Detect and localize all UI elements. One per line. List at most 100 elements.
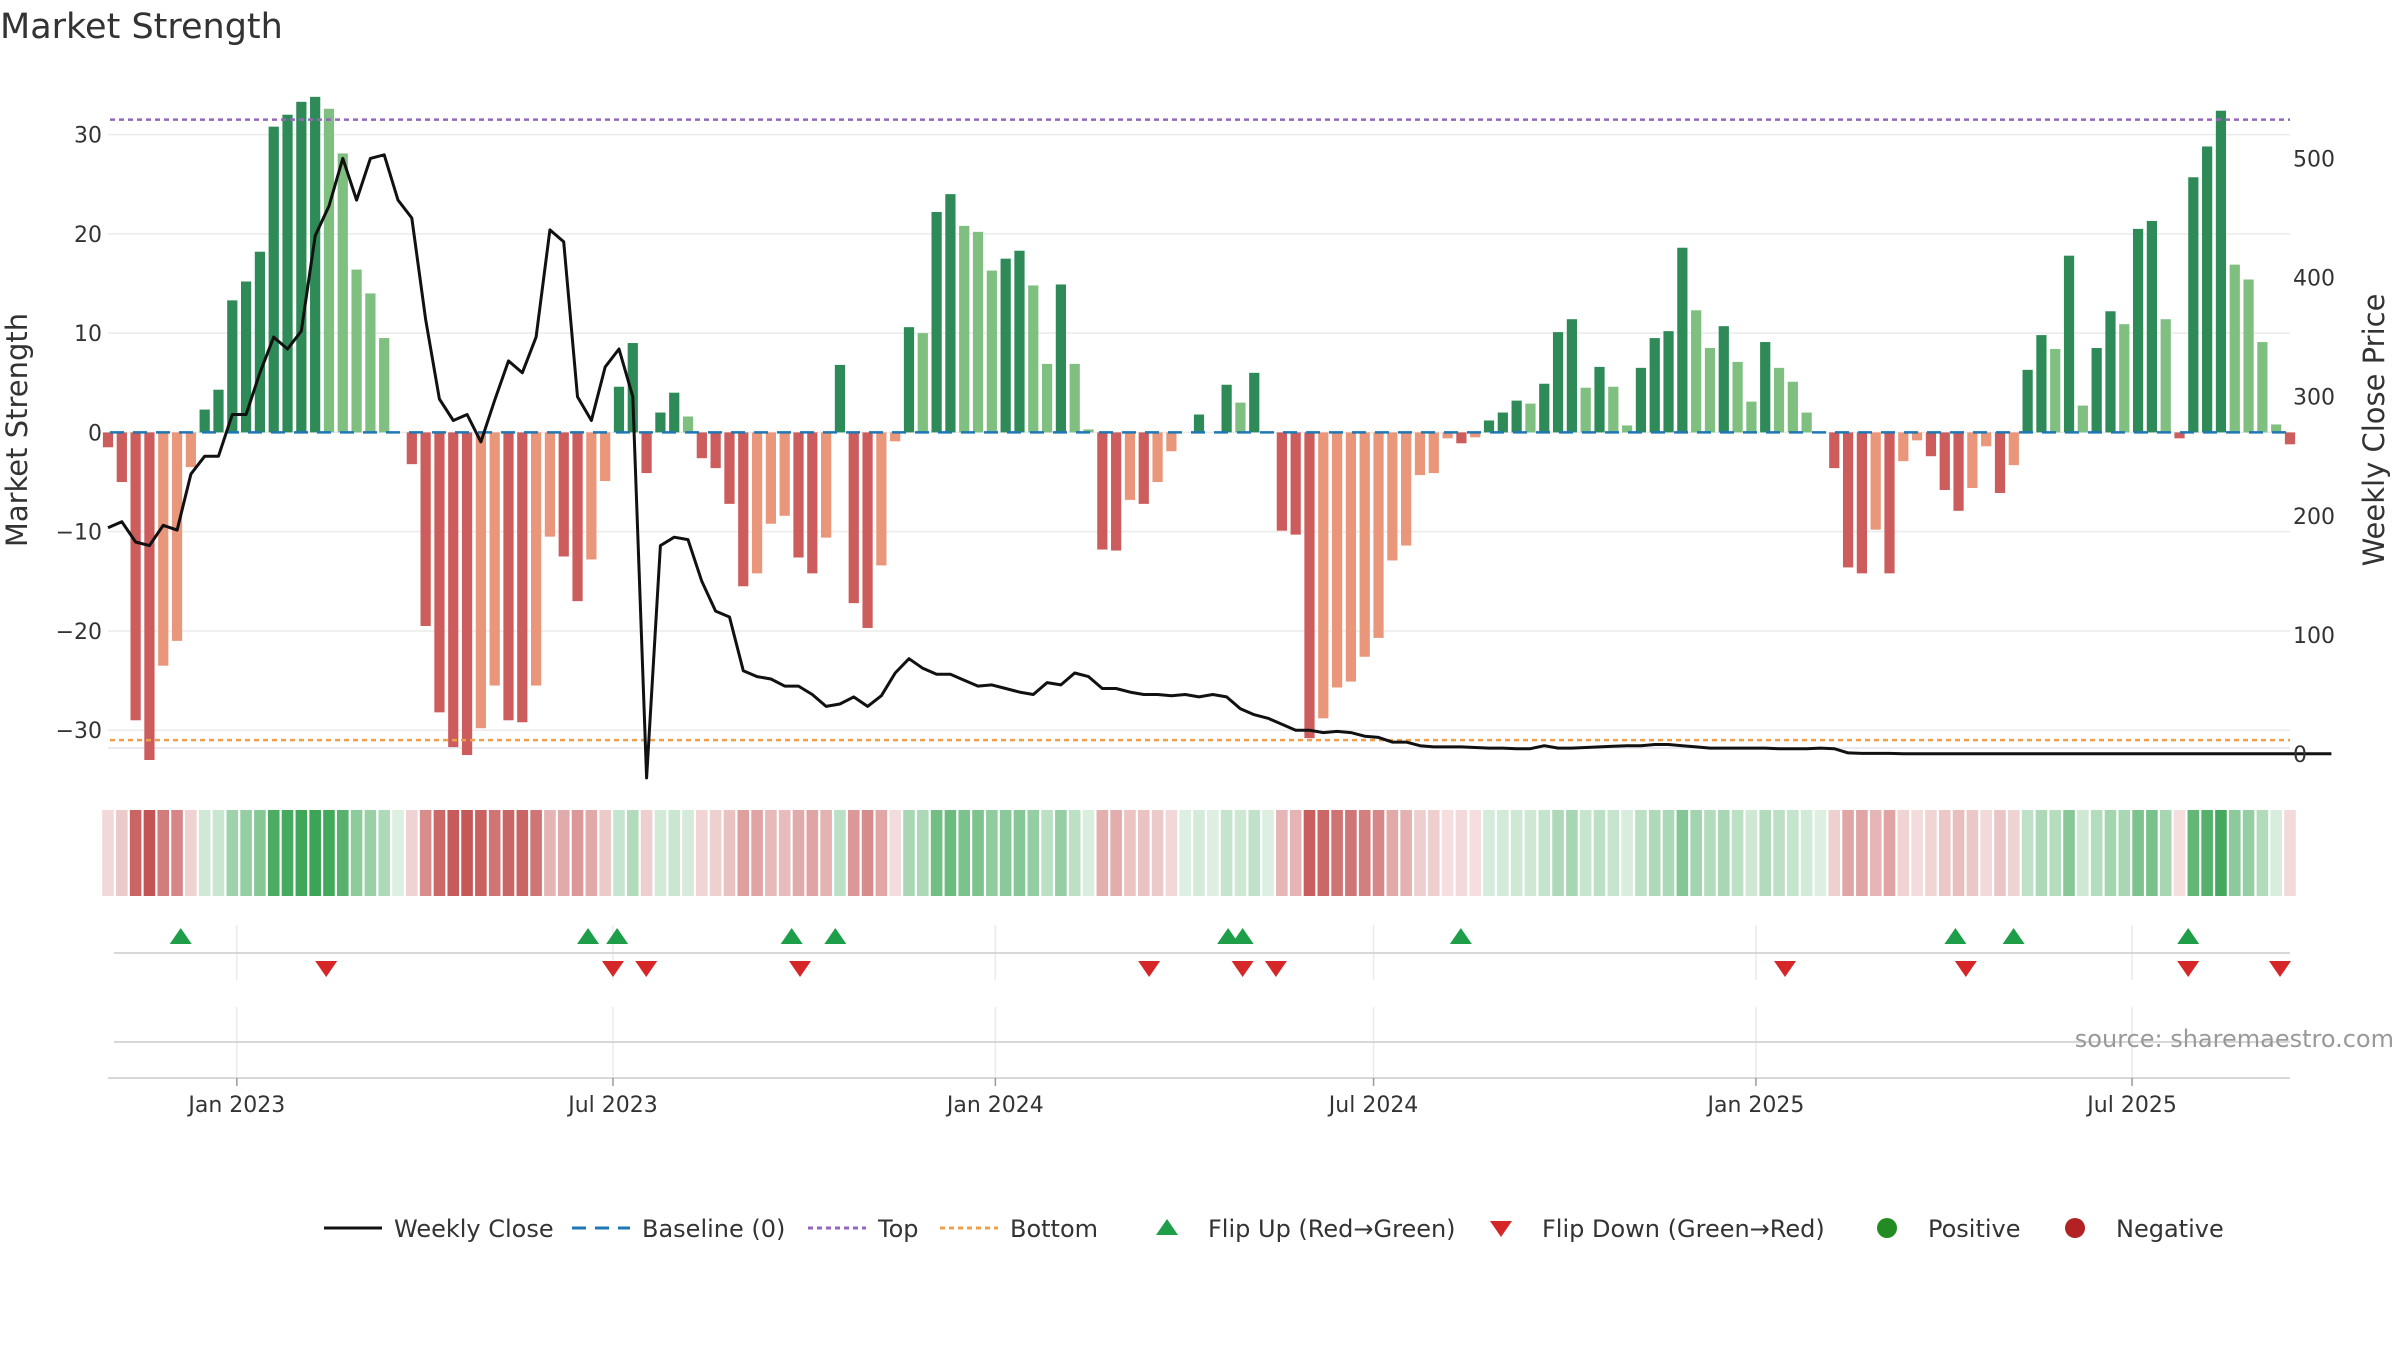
heat-cell bbox=[1745, 810, 1758, 896]
heat-cell bbox=[944, 810, 957, 896]
heat-cell bbox=[461, 810, 473, 896]
strength-bar bbox=[130, 432, 141, 721]
legend-entry: Bottom bbox=[940, 1215, 1098, 1243]
left-tick-label: 0 bbox=[88, 421, 102, 446]
heat-cell bbox=[1994, 810, 2006, 896]
legend-negative-swatch bbox=[2065, 1218, 2085, 1238]
heat-cell bbox=[1856, 810, 1868, 896]
strength-bar bbox=[2050, 349, 2061, 433]
strength-bar bbox=[2008, 432, 2019, 466]
flip-up-marker bbox=[606, 928, 629, 944]
heat-cell bbox=[1966, 810, 1979, 896]
strength-bar bbox=[986, 270, 997, 433]
strength-bar bbox=[2022, 369, 2033, 433]
strength-bar bbox=[669, 392, 680, 433]
strength-bar bbox=[268, 126, 279, 433]
strength-bar bbox=[1152, 432, 1163, 483]
heat-cell bbox=[889, 810, 901, 896]
heat-cell bbox=[1731, 810, 1744, 896]
heat-cell bbox=[1938, 810, 1951, 896]
legend-label: Bottom bbox=[1010, 1215, 1098, 1243]
strength-bar bbox=[1663, 331, 1674, 433]
strength-bar bbox=[1594, 366, 1605, 433]
heat-cell bbox=[2228, 810, 2241, 896]
heat-cell bbox=[1566, 810, 1578, 896]
right-axis: Weekly Close Price 0 100 200 300 400 500 bbox=[2293, 147, 2391, 768]
heat-cell bbox=[1952, 810, 1965, 896]
heat-cell bbox=[2077, 810, 2089, 896]
strength-bar bbox=[2132, 228, 2144, 433]
strength-bar bbox=[1345, 432, 1357, 682]
strength-bar bbox=[1704, 348, 1716, 433]
strength-bar bbox=[434, 432, 445, 713]
heat-cell bbox=[1193, 810, 1205, 896]
strength-bar bbox=[2215, 110, 2227, 433]
heat-cell bbox=[157, 810, 170, 896]
strength-bar bbox=[1097, 432, 1108, 550]
strength-bar bbox=[1760, 342, 1771, 433]
legend-flip-up-swatch bbox=[1156, 1219, 1178, 1235]
strength-bar bbox=[627, 343, 638, 433]
strength-bar bbox=[751, 432, 763, 574]
legend-entry: Positive bbox=[1877, 1215, 2021, 1243]
strength-bar bbox=[2105, 311, 2116, 433]
strength-bar bbox=[2243, 279, 2254, 433]
strength-bar bbox=[1718, 326, 1729, 433]
weekly-close-line bbox=[107, 153, 2332, 780]
heat-cell bbox=[557, 810, 570, 896]
heat-cell bbox=[1248, 810, 1261, 896]
heat-cell bbox=[1897, 810, 1910, 896]
heat-cell bbox=[571, 810, 584, 896]
heat-cell bbox=[1648, 810, 1661, 896]
strength-bar bbox=[144, 432, 155, 760]
strength-bar bbox=[420, 432, 431, 626]
heat-cell bbox=[2270, 810, 2282, 896]
strength-bar bbox=[102, 432, 114, 448]
strength-bar bbox=[1456, 432, 1467, 444]
heat-cell bbox=[903, 810, 915, 896]
strength-bar bbox=[116, 432, 127, 483]
strength-bar bbox=[461, 432, 473, 756]
x-tick-label: Jul 2025 bbox=[2085, 1093, 2177, 1118]
heat-cell bbox=[433, 810, 446, 896]
flip-down-marker bbox=[601, 961, 624, 977]
strength-bar bbox=[503, 432, 514, 721]
flip-down-marker bbox=[1231, 961, 1254, 977]
strength-bar bbox=[1912, 432, 1923, 441]
heat-cell bbox=[1427, 810, 1440, 896]
heat-cell bbox=[1524, 810, 1537, 896]
heat-cell bbox=[1455, 810, 1468, 896]
strength-bar bbox=[379, 338, 390, 433]
heat-cell bbox=[2284, 810, 2296, 896]
heat-cell bbox=[378, 810, 391, 896]
strength-bar bbox=[1773, 367, 1785, 433]
heat-cell bbox=[1635, 810, 1647, 896]
strength-bar bbox=[531, 432, 542, 686]
heat-cell bbox=[861, 810, 874, 896]
flip-up-marker bbox=[780, 928, 803, 944]
strength-bar bbox=[1290, 432, 1301, 535]
heat-cell bbox=[1386, 810, 1399, 896]
strength-bar bbox=[2036, 335, 2047, 433]
heat-cell bbox=[240, 810, 252, 896]
strength-bar bbox=[158, 432, 169, 666]
strength-bar bbox=[213, 389, 224, 433]
heat-cell bbox=[1828, 810, 1841, 896]
legend-label: Flip Down (Green→Red) bbox=[1542, 1215, 1825, 1243]
heat-cell bbox=[1441, 810, 1454, 896]
strength-bar bbox=[1608, 386, 1619, 433]
strength-bar bbox=[1124, 432, 1136, 500]
legend-positive-swatch bbox=[1877, 1218, 1897, 1238]
heat-cell bbox=[1911, 810, 1923, 896]
heat-cell bbox=[364, 810, 377, 896]
legend-label: Top bbox=[877, 1215, 919, 1243]
heat-cell bbox=[2146, 810, 2158, 896]
strength-bar bbox=[1939, 432, 1950, 490]
right-tick-label: 0 bbox=[2293, 743, 2307, 768]
heat-cell bbox=[640, 810, 653, 896]
heat-cell bbox=[1925, 810, 1937, 896]
heat-cell bbox=[1317, 810, 1330, 896]
heat-cell bbox=[1662, 810, 1675, 896]
heat-cell bbox=[350, 810, 363, 896]
strength-bar bbox=[959, 225, 970, 433]
